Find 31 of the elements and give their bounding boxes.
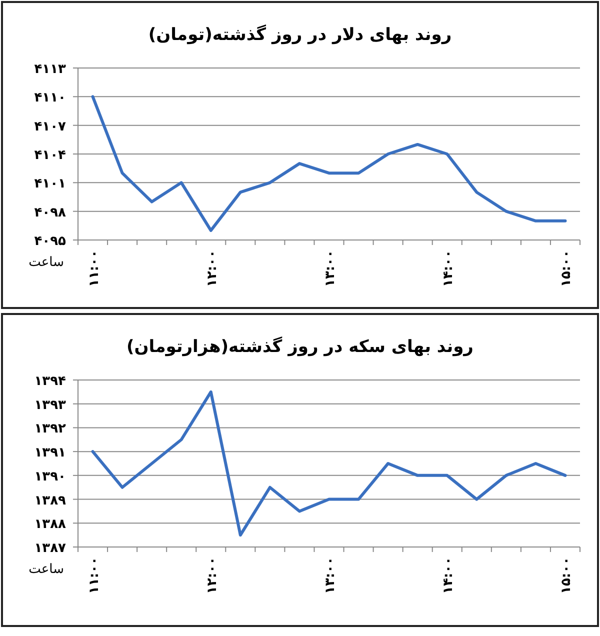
y-tick-label: ۱۳۹۰ — [34, 469, 66, 484]
x-tick-label: ۱۲:۰۰ — [204, 557, 220, 594]
x-tick-label: ۱۱:۰۰ — [86, 557, 102, 594]
y-tick-label: ۱۳۹۳ — [34, 398, 66, 413]
y-tick-label: ۴۱۱۰ — [34, 90, 66, 106]
x-tick-label: ۱۴:۰۰ — [441, 557, 456, 594]
x-tick-label: ۱۴:۰۰ — [441, 250, 456, 287]
y-tick-label: ۱۳۸۷ — [34, 541, 66, 556]
y-tick-label: ۴۰۹۵ — [34, 234, 66, 249]
chart-title: روند بهای سکه در روز گذشته(هزارتومان) — [126, 336, 474, 357]
x-tick-label: ۱۳:۰۰ — [323, 250, 338, 287]
y-tick-label: ۴۱۰۱ — [34, 176, 66, 192]
line-series — [91, 390, 567, 537]
y-tick-label: ۱۳۹۴ — [34, 374, 66, 389]
y-tick-label: ۱۳۹۲ — [34, 422, 66, 437]
y-tick-label: ۱۳۹۱ — [34, 446, 66, 461]
line-series — [91, 95, 567, 232]
chart-title: روند بهای دلار در روز گذشته(تومان) — [148, 24, 452, 45]
x-axis-title: ساعت — [28, 562, 64, 577]
x-tick-label: ۱۵:۰۰ — [559, 557, 574, 594]
y-tick-label: ۴۰۹۸ — [34, 205, 66, 220]
y-tick-label: ۱۳۸۹ — [34, 493, 66, 508]
x-tick-label: ۱۱:۰۰ — [86, 250, 102, 287]
x-tick-label: ۱۳:۰۰ — [323, 557, 338, 594]
y-tick-label: ۴۱۰۷ — [34, 119, 66, 134]
x-axis-title: ساعت — [28, 255, 64, 270]
y-tick-label: ۴۱۱۳ — [34, 62, 66, 77]
x-tick-label: ۱۵:۰۰ — [559, 250, 574, 287]
y-tick-label: ۱۳۸۸ — [34, 517, 66, 532]
y-tick-label: ۴۱۰۴ — [34, 148, 66, 163]
x-tick-label: ۱۲:۰۰ — [204, 250, 220, 287]
